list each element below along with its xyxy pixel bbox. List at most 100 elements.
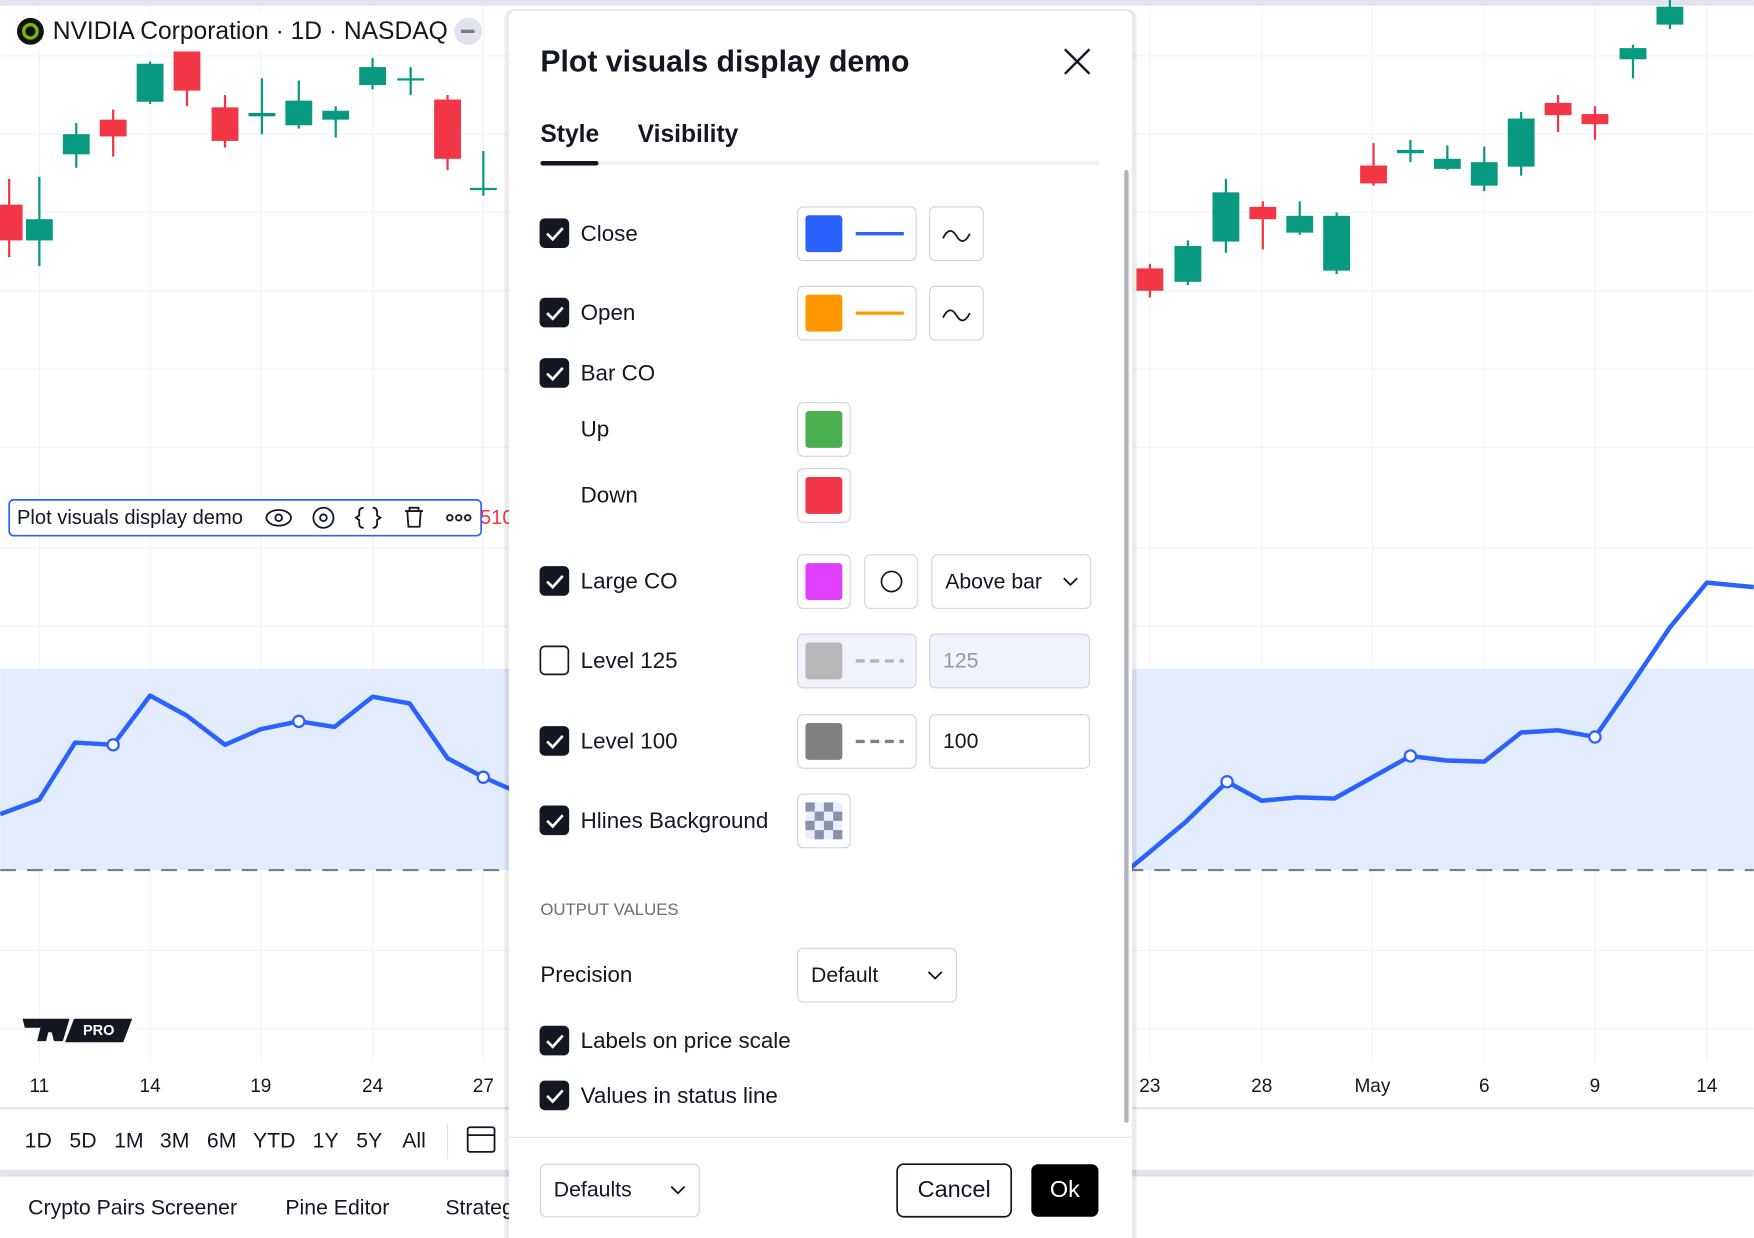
eye-icon[interactable]: [265, 509, 292, 527]
symbol-logo: [16, 17, 44, 45]
x-tick-label: May: [1354, 1076, 1390, 1097]
checkmark: [546, 306, 564, 321]
chevron: [670, 1185, 686, 1195]
color-swatch: [805, 642, 843, 680]
x-tick-label: 14: [140, 1076, 162, 1097]
shape-marker: [476, 770, 491, 784]
candle-body: [359, 67, 387, 85]
checkmark: [546, 1089, 564, 1104]
x-tick-label: 11: [29, 1076, 49, 1097]
shape-icon: [880, 570, 903, 593]
x-tick-label: 6: [1479, 1076, 1490, 1097]
row-label: Values in status line: [581, 1083, 778, 1108]
x-tick-label: 19: [250, 1076, 271, 1097]
candle-body: [1360, 165, 1387, 184]
candle-body: [1249, 206, 1277, 220]
candle-body: [1433, 158, 1461, 169]
timeframe-button[interactable]: 5D: [69, 1128, 96, 1152]
checker: [823, 820, 834, 831]
row-label: Close: [581, 221, 638, 246]
row-label: Large CO: [581, 569, 678, 594]
color-swatch: [805, 563, 843, 600]
button-label: Cancel: [918, 1176, 991, 1202]
x-tick-label: 24: [362, 1076, 384, 1097]
shape-marker: [1220, 775, 1234, 789]
symbol-logo-mark: [22, 22, 39, 40]
checkbox[interactable]: [539, 358, 570, 388]
date-range-icon[interactable]: [466, 1126, 496, 1153]
timeframe-button[interactable]: 5Y: [356, 1128, 382, 1152]
dropdown-value: Above bar: [945, 569, 1042, 593]
more-icon[interactable]: [455, 514, 463, 522]
candle-body: [173, 51, 201, 91]
checkbox[interactable]: [539, 726, 570, 756]
checkbox[interactable]: [539, 1080, 570, 1111]
shape-marker: [1588, 730, 1602, 744]
row-label: Precision: [540, 962, 632, 987]
timeframe-button[interactable]: All: [402, 1128, 426, 1152]
field[interactable]: [929, 285, 984, 341]
tab-track: [540, 161, 1100, 166]
row-label: Open: [581, 300, 636, 325]
bottom-tab[interactable]: Pine Editor: [285, 1196, 389, 1220]
dialog-tab[interactable]: Visibility: [638, 121, 739, 148]
color-swatch: [805, 476, 843, 514]
more-icon[interactable]: [463, 514, 472, 522]
dialog-tab[interactable]: Style: [540, 121, 599, 148]
source-icon[interactable]: [354, 506, 383, 529]
x-tick-label: 27: [473, 1076, 494, 1097]
more-icon[interactable]: [446, 514, 454, 522]
defaults-button[interactable]: [539, 1163, 700, 1218]
row-label: Hlines Background: [581, 808, 769, 833]
checkbox[interactable]: [539, 805, 570, 836]
settings-icon[interactable]: [312, 506, 335, 529]
field[interactable]: [864, 554, 918, 609]
delete-icon[interactable]: [405, 506, 423, 528]
settings-icon-center: [319, 513, 328, 523]
checkmark: [546, 814, 564, 829]
candle-body: [248, 112, 276, 117]
candle-body: [0, 204, 23, 241]
field[interactable]: [797, 947, 957, 1003]
checkbox[interactable]: [539, 297, 570, 328]
timeframe-button[interactable]: 1M: [114, 1128, 143, 1152]
checkbox[interactable]: [539, 218, 570, 248]
field[interactable]: [929, 633, 1091, 689]
checker: [805, 802, 815, 812]
checkmark: [546, 1034, 564, 1049]
candle-body: [434, 99, 461, 159]
timeframe-button[interactable]: 1D: [25, 1128, 52, 1152]
checkbox[interactable]: [539, 1025, 570, 1056]
timeframe-button[interactable]: YTD: [253, 1128, 295, 1152]
checkbox[interactable]: [539, 645, 570, 676]
field[interactable]: [929, 714, 1091, 769]
checkbox[interactable]: [539, 566, 570, 596]
close-button[interactable]: [1064, 48, 1091, 75]
color-swatch: [805, 723, 843, 760]
checkmark: [546, 227, 564, 242]
field[interactable]: [931, 554, 1092, 609]
tab-indicator: [540, 161, 599, 166]
bottom-tab[interactable]: Crypto Pairs Screener: [28, 1196, 237, 1220]
timeframe-button[interactable]: 3M: [160, 1128, 190, 1152]
x-tick-label: 28: [1251, 1076, 1272, 1097]
row-label: Up: [581, 416, 610, 441]
cancel-button[interactable]: [896, 1163, 1013, 1218]
candle-body: [1286, 215, 1314, 233]
x-tick-label: 9: [1590, 1076, 1601, 1097]
candle-body: [322, 110, 350, 120]
candle-body: [99, 119, 127, 137]
timeframe-button[interactable]: 6M: [207, 1128, 237, 1152]
candle-body: [1212, 192, 1240, 242]
candle-body: [1544, 102, 1572, 116]
checker: [805, 820, 815, 831]
ok-button[interactable]: [1031, 1164, 1099, 1217]
eye-icon-pupil: [274, 513, 283, 523]
chevron: [927, 971, 943, 980]
close-line: [0, 580, 1754, 869]
checkmark: [546, 367, 564, 382]
field[interactable]: [929, 206, 984, 262]
timeframe-button[interactable]: 1Y: [313, 1128, 339, 1152]
row-label: Down: [581, 482, 638, 507]
